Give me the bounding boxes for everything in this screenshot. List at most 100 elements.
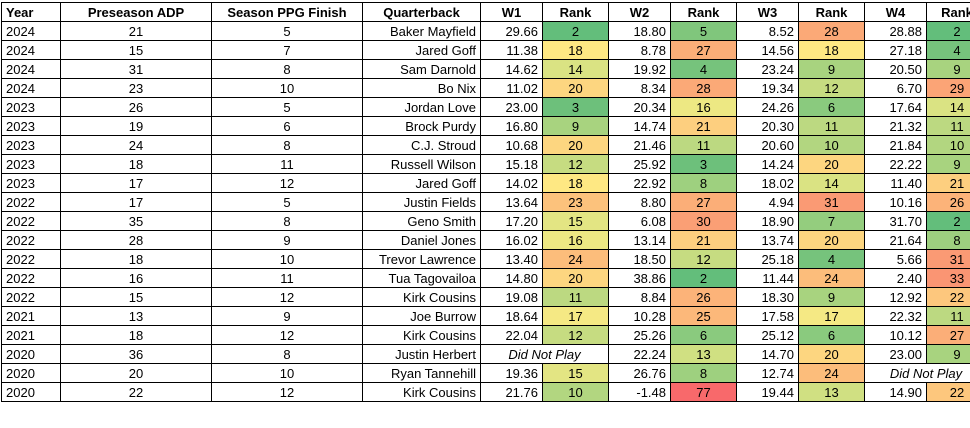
preseason-adp-cell: 26 [61,98,212,117]
w1-rank-cell: 3 [543,98,609,117]
w4-rank-cell: 27 [927,326,970,345]
year-cell: 2024 [2,60,61,79]
w3-points-cell: 14.24 [737,155,799,174]
season-ppg-finish-cell: 10 [212,364,363,383]
qb-weekly-stats-table: Year Preseason ADP Season PPG Finish Qua… [1,2,970,402]
w2-points-cell: 25.92 [609,155,671,174]
w1-rank-cell: 24 [543,250,609,269]
did-not-play-cell: Did Not Play [481,345,609,364]
year-cell: 2022 [2,193,61,212]
w2-points-cell: 8.80 [609,193,671,212]
w1-points-cell: 15.18 [481,155,543,174]
season-ppg-finish-cell: 12 [212,288,363,307]
year-cell: 2023 [2,117,61,136]
w3-points-cell: 12.74 [737,364,799,383]
season-ppg-finish-cell: 10 [212,250,363,269]
did-not-play-cell: Did Not Play [865,364,970,383]
w2-rank-cell: 28 [671,79,737,98]
w2-rank-cell: 3 [671,155,737,174]
header-row: Year Preseason ADP Season PPG Finish Qua… [2,3,970,22]
w1-points-cell: 23.00 [481,98,543,117]
w3-rank-cell: 11 [799,117,865,136]
w2-rank-cell: 8 [671,364,737,383]
w1-points-cell: 10.68 [481,136,543,155]
w4-points-cell: 27.18 [865,41,927,60]
w1-rank-cell: 12 [543,326,609,345]
w4-rank-cell: 11 [927,117,970,136]
w4-points-cell: 17.64 [865,98,927,117]
w2-points-cell: 21.46 [609,136,671,155]
w3-rank-cell: 12 [799,79,865,98]
w2-rank-cell: 21 [671,231,737,250]
w3-points-cell: 4.94 [737,193,799,212]
w2-rank-cell: 6 [671,326,737,345]
season-ppg-finish-cell: 11 [212,155,363,174]
header-rank-w2: Rank [671,3,737,22]
quarterback-cell: Kirk Cousins [363,383,481,402]
quarterback-cell: Jared Goff [363,41,481,60]
w4-points-cell: 11.40 [865,174,927,193]
w2-rank-cell: 27 [671,193,737,212]
w4-points-cell: 6.70 [865,79,927,98]
w3-points-cell: 25.12 [737,326,799,345]
w3-rank-cell: 18 [799,41,865,60]
w1-rank-cell: 23 [543,193,609,212]
preseason-adp-cell: 15 [61,41,212,60]
year-cell: 2024 [2,22,61,41]
w3-points-cell: 13.74 [737,231,799,250]
w4-rank-cell: 2 [927,212,970,231]
w1-rank-cell: 11 [543,288,609,307]
w3-points-cell: 18.30 [737,288,799,307]
w2-rank-cell: 11 [671,136,737,155]
year-cell: 2024 [2,41,61,60]
season-ppg-finish-cell: 6 [212,117,363,136]
season-ppg-finish-cell: 12 [212,383,363,402]
season-ppg-finish-cell: 11 [212,269,363,288]
w3-points-cell: 18.90 [737,212,799,231]
w4-rank-cell: 22 [927,383,970,402]
w4-points-cell: 22.22 [865,155,927,174]
w3-points-cell: 23.24 [737,60,799,79]
header-w1: W1 [481,3,543,22]
preseason-adp-cell: 28 [61,231,212,250]
quarterback-cell: Kirk Cousins [363,288,481,307]
quarterback-cell: Jared Goff [363,174,481,193]
w3-rank-cell: 20 [799,231,865,250]
w4-rank-cell: 2 [927,22,970,41]
header-rank-w1: Rank [543,3,609,22]
year-cell: 2020 [2,364,61,383]
year-cell: 2024 [2,79,61,98]
w2-rank-cell: 4 [671,60,737,79]
w3-rank-cell: 4 [799,250,865,269]
w4-rank-cell: 26 [927,193,970,212]
w3-rank-cell: 17 [799,307,865,326]
preseason-adp-cell: 18 [61,250,212,269]
w1-points-cell: 19.36 [481,364,543,383]
w3-rank-cell: 10 [799,136,865,155]
w2-points-cell: 10.28 [609,307,671,326]
quarterback-cell: C.J. Stroud [363,136,481,155]
w3-rank-cell: 24 [799,269,865,288]
w1-points-cell: 21.76 [481,383,543,402]
w2-points-cell: 22.92 [609,174,671,193]
year-cell: 2021 [2,307,61,326]
header-preseason-adp: Preseason ADP [61,3,212,22]
preseason-adp-cell: 17 [61,193,212,212]
quarterback-cell: Joe Burrow [363,307,481,326]
quarterback-cell: Baker Mayfield [363,22,481,41]
w1-points-cell: 19.08 [481,288,543,307]
header-w2: W2 [609,3,671,22]
w1-rank-cell: 20 [543,136,609,155]
w3-points-cell: 8.52 [737,22,799,41]
year-cell: 2022 [2,288,61,307]
w3-rank-cell: 7 [799,212,865,231]
quarterback-cell: Bo Nix [363,79,481,98]
w1-points-cell: 16.02 [481,231,543,250]
year-cell: 2023 [2,98,61,117]
w2-points-cell: 13.14 [609,231,671,250]
year-cell: 2020 [2,345,61,364]
